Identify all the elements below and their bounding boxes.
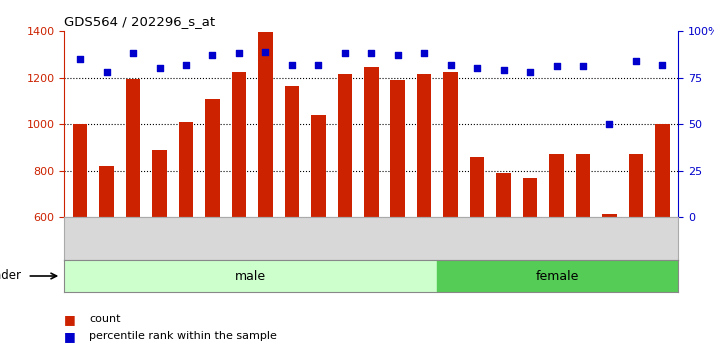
Bar [178, 122, 193, 217]
Bar [338, 74, 352, 217]
Bar [417, 74, 431, 217]
Point [101, 69, 112, 75]
Text: GDS564 / 202296_s_at: GDS564 / 202296_s_at [64, 16, 216, 29]
Point [471, 66, 483, 71]
Bar [602, 214, 617, 217]
Point [154, 66, 165, 71]
Point [550, 64, 562, 69]
Bar [628, 155, 643, 217]
Bar [231, 72, 246, 217]
Point [524, 69, 536, 75]
Point [604, 121, 615, 127]
Text: percentile rank within the sample: percentile rank within the sample [89, 332, 277, 341]
Bar [470, 157, 484, 217]
Point [657, 62, 668, 67]
Point [578, 64, 589, 69]
Bar [258, 32, 273, 217]
Point [181, 62, 192, 67]
Bar [549, 155, 564, 217]
Text: female: female [536, 269, 580, 283]
Point [498, 67, 509, 73]
Point [127, 51, 139, 56]
Point [313, 62, 324, 67]
Text: male: male [236, 269, 266, 283]
Bar [205, 99, 220, 217]
Bar [311, 115, 326, 217]
Point [207, 52, 218, 58]
Point [260, 49, 271, 54]
Bar [575, 155, 590, 217]
Point [366, 51, 377, 56]
Text: count: count [89, 314, 121, 324]
Text: ■: ■ [64, 330, 76, 343]
Point [286, 62, 298, 67]
Bar [443, 72, 458, 217]
Bar [523, 178, 538, 217]
Bar [496, 173, 511, 217]
Bar [391, 80, 405, 217]
Point [74, 56, 86, 62]
Point [233, 51, 245, 56]
Point [392, 52, 403, 58]
Point [630, 58, 642, 63]
Bar [655, 124, 670, 217]
Point [445, 62, 456, 67]
Point [418, 51, 430, 56]
Text: ■: ■ [64, 313, 76, 326]
Bar [73, 124, 87, 217]
Bar [126, 79, 141, 217]
Text: gender: gender [0, 269, 21, 283]
Point [339, 51, 351, 56]
Bar [364, 67, 378, 217]
Bar [285, 86, 299, 217]
Bar [152, 150, 167, 217]
Bar [99, 166, 114, 217]
